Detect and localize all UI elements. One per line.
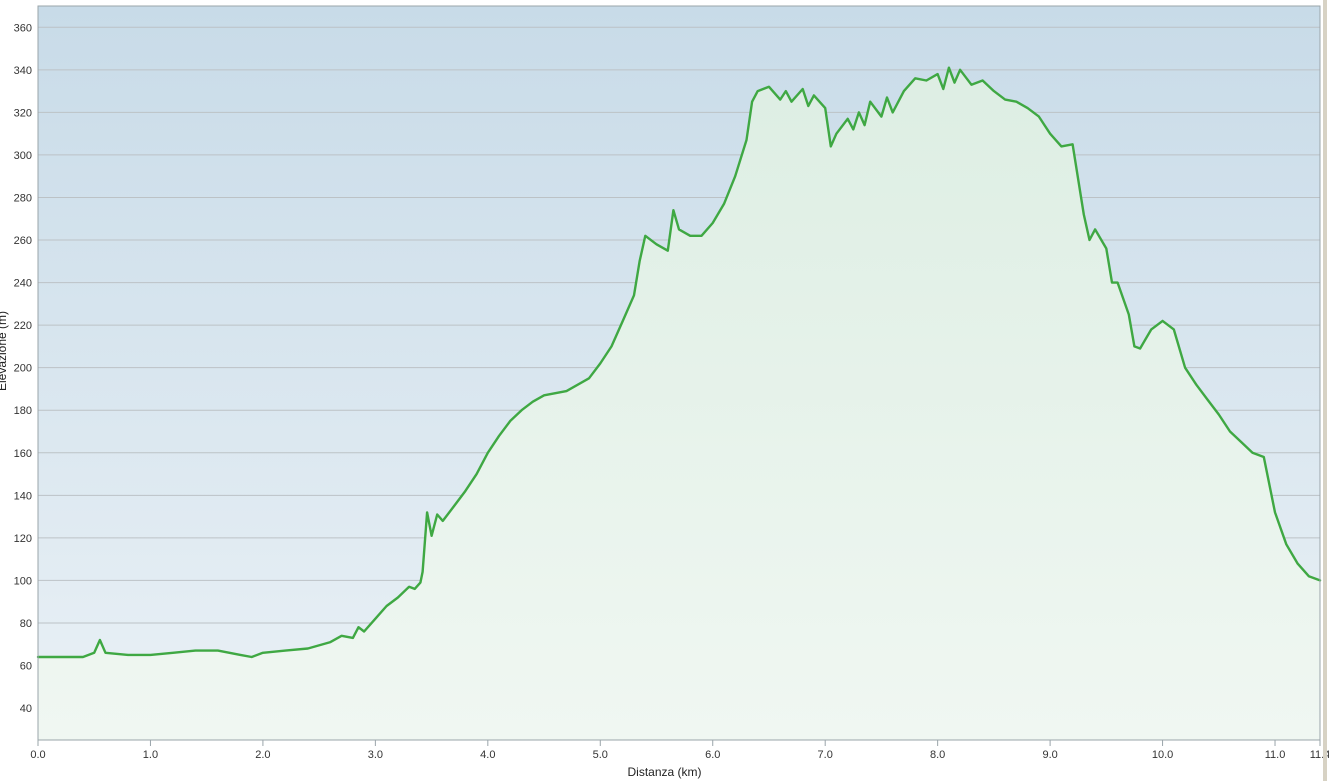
chart-svg: 40 60 80 100 120 140 160 180 200 220 240 260 280 300 3… <box>0 0 1329 781</box>
y-tick-label: 180 <box>14 405 32 417</box>
x-tick-label: 2.0 <box>255 749 270 761</box>
y-tick-label: 100 <box>14 575 32 587</box>
x-tick-label: 8.0 <box>930 749 945 761</box>
elevation-chart: 40 60 80 100 120 140 160 180 200 220 240 260 280 300 3… <box>0 0 1329 781</box>
y-tick-label: 120 <box>14 533 32 545</box>
y-tick-label: 320 <box>14 107 32 119</box>
y-tick-label: 360 <box>14 22 32 34</box>
x-tick-label: 7.0 <box>818 749 833 761</box>
y-tick-label: 200 <box>14 363 32 375</box>
x-tick-label: 0.0 <box>30 749 45 761</box>
x-tick-label: 11.0 <box>1265 749 1286 761</box>
x-tick-label: 1.0 <box>143 749 158 761</box>
x-tick-label: 6.0 <box>705 749 720 761</box>
x-tick-label: 4.0 <box>480 749 495 761</box>
x-tick-label: 9.0 <box>1042 749 1057 761</box>
x-tick-label: 3.0 <box>368 749 383 761</box>
y-tick-label: 160 <box>14 448 32 460</box>
y-tick-label: 60 <box>20 661 32 673</box>
y-tick-label: 240 <box>14 278 32 290</box>
y-tick-label: 140 <box>14 490 32 502</box>
y-tick-label: 220 <box>14 320 32 332</box>
y-tick-label: 80 <box>20 618 32 630</box>
y-tick-label: 340 <box>14 65 32 77</box>
y-tick-label: 40 <box>20 703 32 715</box>
x-tick-label: 10.0 <box>1152 749 1173 761</box>
x-axis-label: Distanza (km) <box>0 765 1329 779</box>
y-tick-label: 300 <box>14 150 32 162</box>
y-axis-label: Elevazione (m) <box>0 310 9 390</box>
x-tick-label: 5.0 <box>593 749 608 761</box>
y-tick-label: 260 <box>14 235 32 247</box>
y-tick-label: 280 <box>14 192 32 204</box>
